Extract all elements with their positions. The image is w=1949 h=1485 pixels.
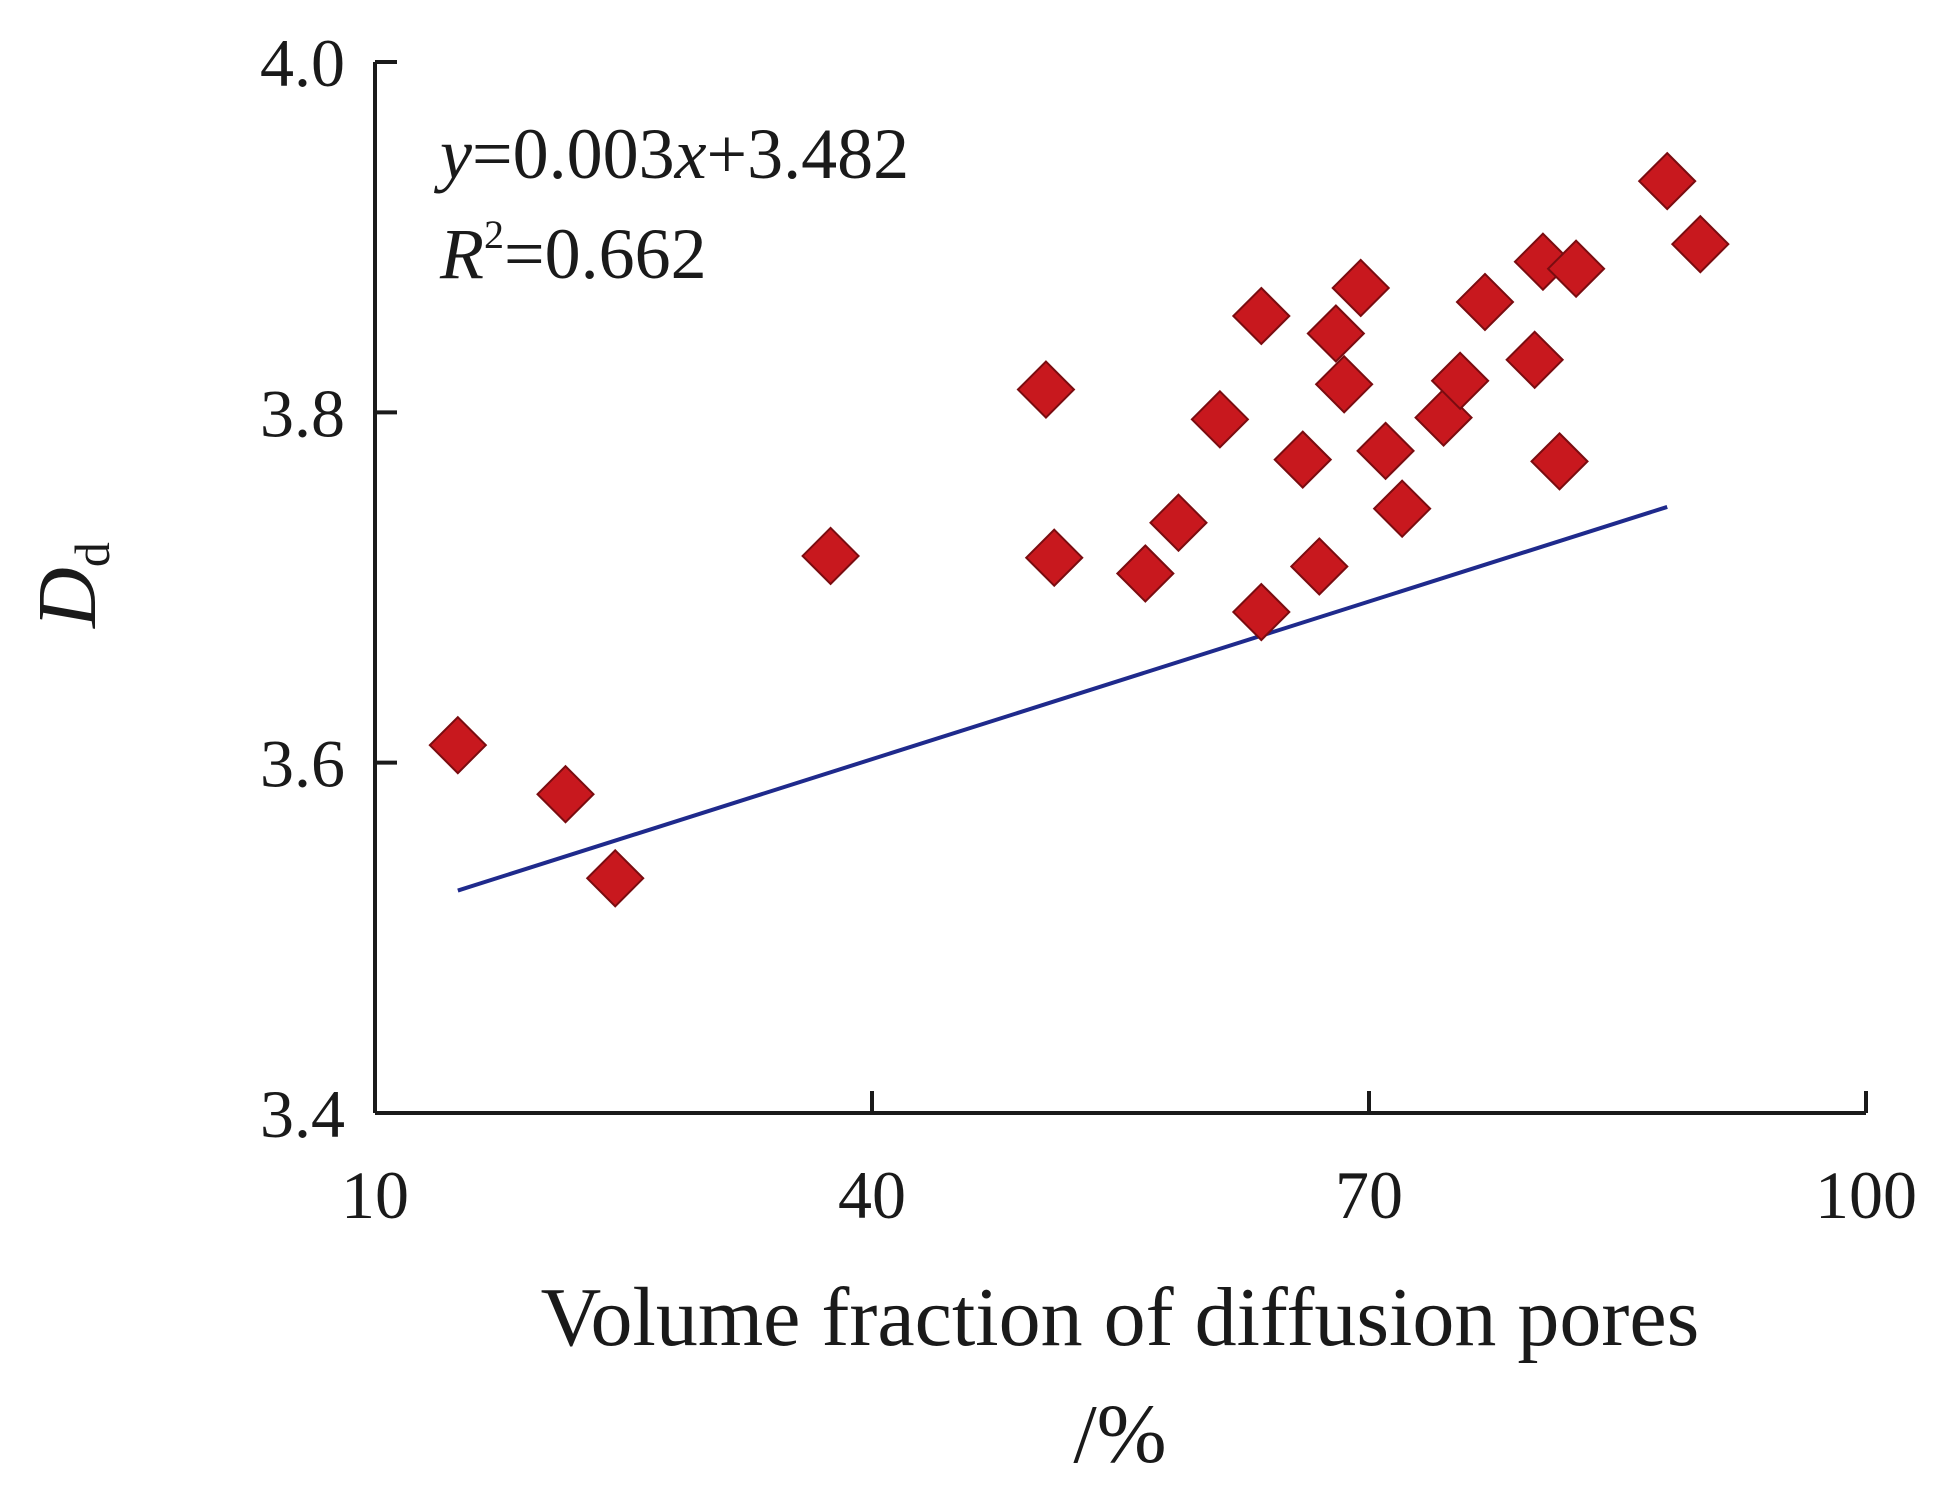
x-tick-label: 100 [1815, 1157, 1917, 1233]
svg-text:Dd: Dd [21, 542, 120, 629]
data-point [1016, 360, 1076, 419]
x-axis-unit: /% [1073, 1388, 1166, 1481]
data-point [1356, 421, 1415, 481]
x-tick-label: 10 [341, 1157, 409, 1233]
y-ticks: 3.4 3.6 3.8 4.0 [260, 25, 397, 1152]
x-tick-label: 40 [838, 1157, 906, 1233]
x-tick-label: 70 [1335, 1157, 1403, 1233]
data-point [1331, 258, 1391, 318]
data-point [1273, 430, 1333, 490]
y-tick-label: 3.6 [260, 726, 345, 802]
equation-intercept: +3.482 [707, 114, 910, 194]
trendline [457, 505, 1668, 893]
data-point [1505, 330, 1565, 390]
r-value: =0.662 [504, 214, 707, 294]
y-axis-title-main: D [21, 567, 114, 629]
data-point [1306, 304, 1366, 363]
data-point [1372, 479, 1432, 539]
data-point [1024, 528, 1084, 588]
data-point [1637, 151, 1697, 211]
data-point [1149, 493, 1208, 553]
trendline-layer [457, 505, 1668, 893]
data-point [1115, 544, 1175, 603]
r-squared-label: R2=0.662 [439, 212, 707, 294]
data-point [536, 764, 595, 824]
y-tick-label: 4.0 [260, 25, 345, 101]
data-point [428, 715, 488, 775]
data-point [1530, 431, 1589, 491]
y-tick-label: 3.4 [260, 1076, 345, 1152]
equation-coefficient: =0.003 [472, 114, 675, 194]
x-ticks: 10 40 70 100 [341, 1091, 1917, 1233]
equation-y-symbol: y [433, 114, 472, 194]
points-layer [428, 151, 1730, 908]
equation-label: y=0.003x+3.482 [433, 114, 909, 194]
y-axis-title-subscript: d [64, 542, 120, 567]
data-point [1231, 582, 1291, 642]
y-tick-label: 3.8 [260, 375, 345, 451]
data-point [1670, 214, 1730, 274]
data-point [1231, 286, 1291, 346]
data-point [801, 526, 860, 586]
data-point [1546, 239, 1606, 299]
equation-x-symbol: x [674, 114, 707, 194]
r-symbol: R [439, 214, 484, 294]
data-point [1314, 354, 1374, 414]
axes [373, 62, 1866, 1115]
data-point [1430, 351, 1490, 411]
r-exponent: 2 [484, 212, 504, 257]
data-point [1455, 272, 1515, 332]
x-axis-title: Volume fraction of diffusion pores [541, 1271, 1700, 1364]
data-point [585, 848, 645, 908]
y-axis-title: Dd [21, 542, 120, 629]
data-point [1190, 389, 1250, 449]
data-point [1289, 537, 1349, 596]
